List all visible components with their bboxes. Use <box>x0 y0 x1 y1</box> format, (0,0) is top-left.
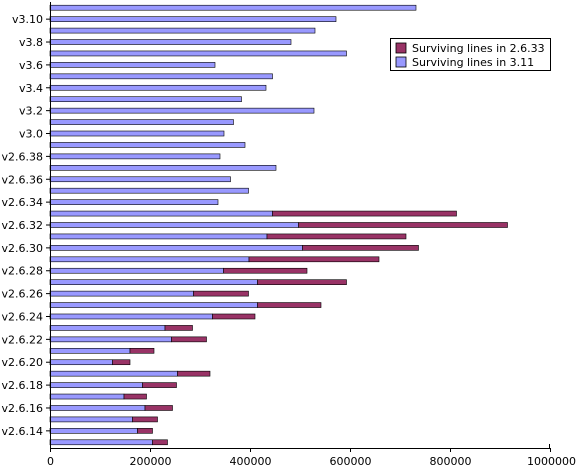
bar-v2.6.34-series-0 <box>49 199 219 205</box>
bar-v2.6.24-series-1 <box>212 313 256 320</box>
y-tick-label: v2.6.36 <box>2 173 44 186</box>
bar-v2.6.15-series-1 <box>132 416 158 423</box>
x-tick-label: 0 <box>47 455 54 468</box>
bar-v2.6.23-series-1 <box>164 325 193 331</box>
bar-v2.6.16-series-0 <box>49 405 146 411</box>
y-tick-label: v2.6.24 <box>2 310 44 323</box>
bar-v3.9-series-0 <box>49 27 316 34</box>
bar-v2.6.19-series-0 <box>49 370 178 377</box>
x-tick-label: 800000 <box>430 455 472 468</box>
bar-v2.6.13-series-0 <box>49 439 153 446</box>
bar-v2.6.18-series-0 <box>49 382 143 388</box>
bar-v2.6.25-series-0 <box>49 302 258 308</box>
bar-v2.6.25-series-1 <box>257 302 322 308</box>
bar-v2.6.30-series-1 <box>302 245 419 251</box>
bar-v2.6.29-series-1 <box>248 256 380 263</box>
bar-v2.6.33-series-1 <box>272 210 457 217</box>
bar-v2.6.14-series-0 <box>49 428 138 434</box>
bar-v3.2-series-0 <box>49 107 315 114</box>
bar-v3.4-series-0 <box>49 84 267 91</box>
bar-v2.6.26-series-1 <box>193 290 249 297</box>
bar-v2.6.28-series-1 <box>223 267 308 274</box>
bar-v2.6.23-series-0 <box>49 325 166 331</box>
y-tick-label: v3.6 <box>19 59 43 72</box>
bar-v3.0-series-0 <box>49 130 225 137</box>
y-tick-label: v2.6.20 <box>2 356 44 369</box>
y-tick-label: v2.6.26 <box>2 288 44 301</box>
bar-v2.6.27-series-0 <box>49 279 258 285</box>
bar-v2.6.28-series-0 <box>49 267 224 274</box>
bar-v2.6.17-series-0 <box>49 393 125 400</box>
y-tick-label: v3.0 <box>19 128 43 141</box>
bar-v3.6-series-0 <box>49 62 216 68</box>
x-tick-label: 600000 <box>330 455 372 468</box>
y-tick-label: v2.6.32 <box>2 219 44 232</box>
bar-v2.6.31-series-0 <box>49 233 268 240</box>
bar-v2.6.19-series-1 <box>177 370 211 377</box>
bar-v2.6.17-series-1 <box>123 393 147 400</box>
bar-v2.6.37-series-0 <box>49 165 277 171</box>
bar-v2.6.33-series-0 <box>49 210 273 217</box>
y-tick-label: v2.6.14 <box>2 425 44 438</box>
y-tick-label: v2.6.30 <box>2 242 44 255</box>
legend-label: Surviving lines in 2.6.33 <box>412 42 545 55</box>
bar-v2.6.22-series-1 <box>171 336 207 343</box>
y-tick-group: v2.6.14 v2.6.16 v2.6.18 v2.6.20 v2.6.22 v2.6.… <box>2 13 50 438</box>
axes-group <box>50 2 550 449</box>
bar-v2.6.15-series-0 <box>49 416 133 423</box>
bar-v2.6.31-series-1 <box>266 233 407 240</box>
x-tick-label: 200000 <box>130 455 172 468</box>
y-tick-label: v3.2 <box>19 105 43 118</box>
y-tick-label: v2.6.22 <box>2 333 44 346</box>
bar-v2.6.24-series-0 <box>49 313 213 320</box>
y-tick-label: v3.8 <box>19 36 43 49</box>
x-tick-label: 1000000 <box>527 455 576 468</box>
bar-v3.5-series-0 <box>49 73 273 80</box>
x-tick-label: 400000 <box>230 455 272 468</box>
y-tick-label: v2.6.28 <box>2 265 44 278</box>
x-tick-group: 0 200000 400000 600000 800000 1000000 <box>47 448 576 468</box>
bar-v2.6.27-series-1 <box>257 279 347 285</box>
y-tick-label: v2.6.34 <box>2 196 44 209</box>
bar-v2.6.32-series-0 <box>49 222 299 228</box>
bar-v2.6.21-series-0 <box>49 347 131 354</box>
y-tick-label: v3.10 <box>12 13 43 26</box>
bar-v2.6.20-series-1 <box>112 359 131 366</box>
bar-v2.6.16-series-1 <box>144 405 173 411</box>
bar-v3.3-series-0 <box>49 96 242 103</box>
bar-v2.6.22-series-0 <box>49 336 172 343</box>
bar-v2.6.38-series-0 <box>49 153 221 160</box>
bar-v3.11-series-0 <box>49 4 417 11</box>
bar-v2.6.21-series-1 <box>129 347 155 354</box>
legend-swatch <box>395 42 407 54</box>
legend-box <box>390 38 551 71</box>
bar-v2.6.29-series-0 <box>49 256 250 263</box>
y-tick-label: v2.6.18 <box>2 379 44 392</box>
bar-v2.6.35-series-0 <box>49 187 249 194</box>
legend-swatch <box>395 56 407 68</box>
bar-v2.6.13-series-1 <box>152 439 168 446</box>
bar-v2.6.30-series-0 <box>49 245 303 251</box>
bar-v3.1-series-0 <box>49 119 234 125</box>
bar-v2.6.20-series-0 <box>49 359 113 366</box>
bar-v3.10-series-0 <box>49 16 337 22</box>
legend-label: Surviving lines in 3.11 <box>412 56 534 69</box>
bar-v2.6.14-series-1 <box>137 428 153 434</box>
y-tick-label: v2.6.16 <box>2 402 44 415</box>
bar-v2.6.32-series-1 <box>298 222 508 228</box>
bar-v2.6.39-series-0 <box>49 142 246 148</box>
bars-group <box>49 4 508 446</box>
bar-v3.8-series-0 <box>49 39 292 45</box>
bar-v2.6.36-series-0 <box>49 176 231 183</box>
bar-v2.6.18-series-1 <box>142 382 177 388</box>
bar-v2.6.26-series-0 <box>49 290 194 297</box>
bar-v3.7-series-0 <box>49 50 347 57</box>
y-tick-label: v2.6.38 <box>2 150 44 163</box>
y-tick-label: v3.4 <box>19 82 43 95</box>
